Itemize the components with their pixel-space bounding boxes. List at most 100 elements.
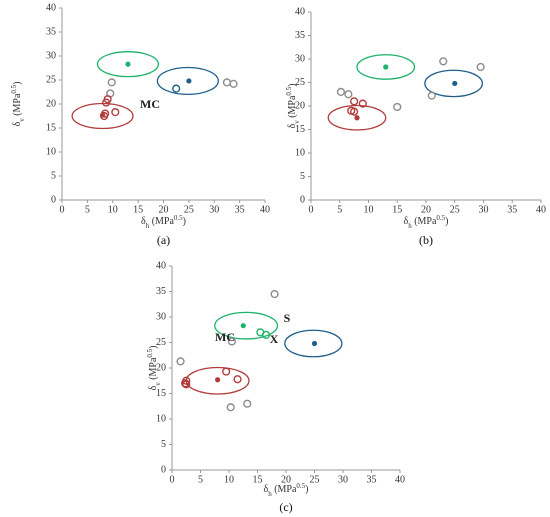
y-tick-label: 10: [46, 146, 56, 157]
x-tick-label: 25: [310, 474, 320, 485]
x-tick-label: 5: [85, 204, 90, 215]
solubility-sphere: [327, 104, 387, 131]
point: [172, 84, 181, 93]
y-tick-label: 5: [300, 171, 305, 182]
point: [181, 379, 190, 388]
y-tick-label: 10: [156, 413, 166, 424]
panel-label: (b): [419, 233, 433, 247]
y-tick-label: 0: [161, 464, 166, 475]
point: [350, 97, 359, 106]
label-part: δ: [148, 386, 159, 391]
annotation: S: [284, 311, 291, 325]
x-tick-label: 20: [281, 474, 291, 485]
x-tick-label: 35: [367, 474, 377, 485]
x-tick-label: 10: [364, 204, 374, 215]
label-part: δ: [403, 216, 408, 227]
point: [176, 357, 185, 366]
axis-label: δh (MPa0.5): [263, 482, 308, 498]
panel-label: (c): [279, 500, 292, 514]
x-tick-label: 40: [536, 204, 546, 215]
y-tick-label: 0: [51, 194, 56, 205]
solubility-sphere: [96, 51, 160, 78]
point: [222, 78, 232, 87]
point: [336, 87, 346, 97]
point: [354, 115, 360, 121]
label-part: δ: [12, 122, 23, 127]
annotation: X: [270, 332, 279, 346]
point: [100, 112, 106, 118]
x-tick-label: 25: [450, 204, 460, 215]
point: [222, 367, 231, 376]
label-part: δ: [263, 484, 268, 495]
point: [261, 330, 271, 339]
y-tick-label: 40: [295, 6, 305, 17]
y-tick-label: 25: [295, 77, 305, 88]
label-part: (MPa: [287, 95, 298, 120]
point: [383, 64, 389, 70]
x-tick-label: 40: [395, 474, 405, 485]
axis-label: δv (MPa0.5): [10, 81, 26, 126]
annotation: MC: [215, 330, 235, 344]
x-tick-label: 30: [479, 204, 489, 215]
x-tick-label: 10: [108, 204, 118, 215]
x-tick-label: 35: [507, 204, 517, 215]
x-tick-label: 35: [235, 204, 245, 215]
point: [215, 377, 221, 383]
y-tick-label: 20: [156, 362, 166, 373]
label-part: 0.5: [436, 214, 445, 222]
y-tick-label: 30: [156, 311, 166, 322]
label-part: (MPa: [12, 93, 23, 118]
x-tick-label: 0: [170, 474, 175, 485]
label-part: ): [183, 216, 186, 227]
point: [107, 78, 116, 87]
point: [393, 102, 402, 112]
point: [311, 340, 318, 347]
annotation: MC: [140, 97, 160, 111]
x-tick-label: 15: [253, 474, 263, 485]
label-part: v: [18, 118, 26, 122]
x-tick-label: 25: [184, 204, 194, 215]
label-part: (MPa: [272, 484, 297, 495]
y-tick-label: 0: [300, 194, 305, 205]
y-tick-label: 15: [295, 124, 305, 135]
y-tick-label: 5: [161, 439, 166, 450]
solubility-sphere: [214, 311, 279, 340]
x-tick-label: 20: [421, 204, 431, 215]
x-tick-label: 15: [133, 204, 143, 215]
label-part: ): [148, 345, 159, 348]
label-part: h: [146, 222, 150, 230]
solubility-sphere: [356, 54, 416, 80]
axis-label: δh (MPa0.5): [403, 214, 448, 230]
label-part: ): [305, 484, 308, 495]
point: [111, 108, 120, 117]
label-part: 0.5: [146, 348, 154, 357]
axis-label: δv (MPa0.5): [285, 83, 301, 128]
point: [186, 78, 192, 84]
point: [240, 323, 246, 329]
y-tick-label: 40: [46, 2, 56, 13]
y-tick-label: 25: [46, 74, 56, 85]
point: [182, 380, 191, 389]
y-tick-label: 35: [295, 30, 305, 41]
x-tick-label: 40: [260, 204, 270, 215]
x-tick-label: 5: [337, 204, 342, 215]
point: [452, 80, 458, 87]
y-tick-label: 20: [295, 100, 305, 111]
x-tick-label: 30: [209, 204, 219, 215]
solubility-sphere: [284, 329, 343, 358]
point: [226, 403, 235, 412]
panel-label: (a): [157, 233, 170, 247]
x-tick-label: 0: [309, 204, 314, 215]
y-tick-label: 20: [46, 98, 56, 109]
point: [344, 90, 353, 99]
y-tick-label: 15: [46, 122, 56, 133]
point: [102, 98, 111, 107]
point: [270, 289, 279, 299]
x-tick-label: 5: [198, 474, 203, 485]
axis-label: δh (MPa0.5): [141, 214, 186, 230]
y-tick-label: 30: [295, 53, 305, 64]
x-tick-label: 10: [224, 474, 234, 485]
point: [476, 62, 485, 72]
